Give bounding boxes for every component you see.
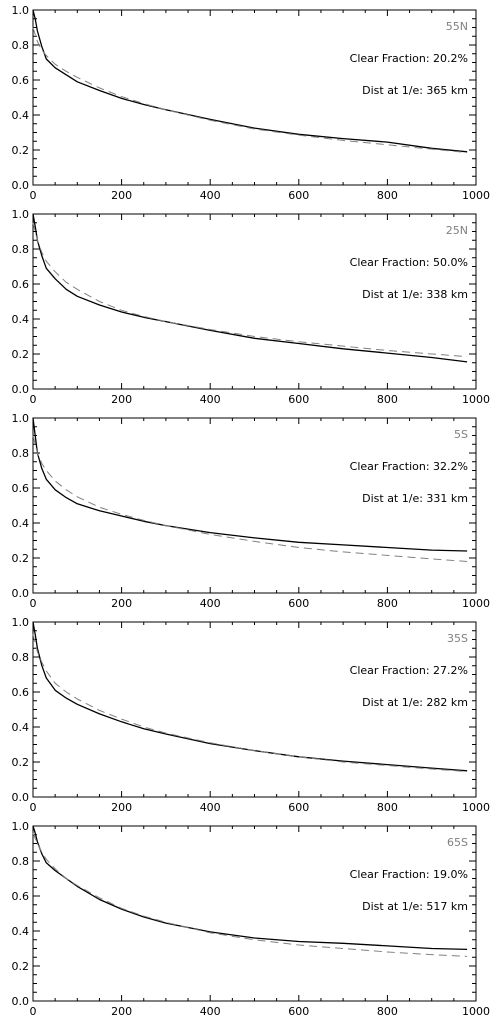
x-tick-label: 600: [288, 1005, 309, 1018]
plot-frame: [32, 9, 477, 186]
x-tick-label: 800: [377, 801, 398, 814]
x-tick-label: 800: [377, 597, 398, 610]
latitude-label: 65S: [447, 836, 468, 849]
y-tick-label: 0.0: [12, 791, 30, 804]
latitude-label: 35S: [447, 632, 468, 645]
latitude-label: 25N: [446, 224, 468, 237]
y-tick-label: 1.0: [12, 820, 30, 833]
y-tick-label: 0.6: [12, 686, 30, 699]
y-tick-label: 1.0: [12, 4, 30, 17]
y-tick-label: 0.6: [12, 74, 30, 87]
solid-data-line: [32, 9, 468, 153]
y-tick-label: 0.8: [12, 447, 30, 460]
y-tick-label: 0.8: [12, 243, 30, 256]
x-tick-label: 400: [200, 189, 221, 202]
clear-fraction-label: Clear Fraction: 20.2%: [350, 52, 468, 65]
y-tick-label: 0.8: [12, 855, 30, 868]
x-tick-label: 600: [288, 597, 309, 610]
y-tick-label: 0.6: [12, 278, 30, 291]
plot-frame: [32, 621, 477, 798]
y-tick-label: 0.2: [12, 144, 30, 157]
chart-panel-5: 0 200 400 600 800 1000 0.0 0.2 0.4 0.6 0.8 1.0 65S Cl…: [12, 820, 491, 1018]
distance-label: Dist at 1/e: 365 km: [362, 84, 468, 97]
dashed-fit-line: [32, 27, 468, 154]
x-tick-label: 0: [30, 393, 37, 406]
y-tick-label: 0.0: [12, 179, 30, 192]
latitude-label: 55N: [446, 20, 468, 33]
distance-label: Dist at 1/e: 331 km: [362, 492, 468, 505]
x-tick-label: 200: [111, 801, 132, 814]
y-tick-label: 0.8: [12, 651, 30, 664]
dashed-fit-line: [32, 435, 468, 562]
x-tick-label: 1000: [462, 597, 490, 610]
x-tick-label: 800: [377, 393, 398, 406]
y-tick-label: 0.6: [12, 482, 30, 495]
y-tick-label: 0.4: [12, 313, 30, 326]
x-tick-label: 400: [200, 597, 221, 610]
y-tick-label: 1.0: [12, 616, 30, 629]
distance-label: Dist at 1/e: 282 km: [362, 696, 468, 709]
y-tick-label: 0.8: [12, 39, 30, 52]
clear-fraction-label: Clear Fraction: 27.2%: [350, 664, 468, 677]
x-tick-label: 800: [377, 189, 398, 202]
x-tick-label: 200: [111, 597, 132, 610]
y-tick-label: 0.6: [12, 890, 30, 903]
y-tick-label: 0.2: [12, 756, 30, 769]
y-tick-label: 0.2: [12, 552, 30, 565]
y-tick-label: 0.4: [12, 721, 30, 734]
dashed-fit-line: [32, 832, 468, 957]
y-tick-label: 0.2: [12, 348, 30, 361]
solid-data-line: [32, 417, 468, 552]
y-tick-label: 0.0: [12, 587, 30, 600]
chart-panel-2: 0 200 400 600 800 1000 0.0 0.2 0.4 0.6 0.8 1.0 25N Cl…: [12, 208, 491, 406]
y-tick-label: 1.0: [12, 208, 30, 221]
x-tick-label: 1000: [462, 189, 490, 202]
clear-fraction-label: Clear Fraction: 50.0%: [350, 256, 468, 269]
solid-data-line: [32, 621, 468, 772]
y-tick-label: 0.0: [12, 383, 30, 396]
chart-panel-4: 0 200 400 600 800 1000 0.0 0.2 0.4 0.6 0.8 1.0 35S Cl…: [12, 616, 491, 814]
x-tick-label: 400: [200, 393, 221, 406]
chart-panel-3: 0 200 400 600 800 1000 0.0 0.2 0.4 0.6 0.8 1.0 5S Cle…: [12, 412, 491, 610]
y-tick-label: 0.0: [12, 995, 30, 1008]
x-tick-label: 0: [30, 597, 37, 610]
x-tick-label: 1000: [462, 801, 490, 814]
distance-label: Dist at 1/e: 338 km: [362, 288, 468, 301]
dashed-fit-line: [32, 634, 468, 773]
y-tick-label: 1.0: [12, 412, 30, 425]
x-tick-label: 1000: [462, 393, 490, 406]
y-tick-label: 0.4: [12, 517, 30, 530]
x-tick-label: 800: [377, 1005, 398, 1018]
y-tick-label: 0.4: [12, 925, 30, 938]
latitude-label: 5S: [454, 428, 468, 441]
x-tick-label: 600: [288, 801, 309, 814]
chart-panel-1: 0 200 400 600 800 1000 0.0 0.2 0.4 0.6 0.8 1.0 55N Cl…: [12, 4, 491, 202]
clear-fraction-label: Clear Fraction: 32.2%: [350, 460, 468, 473]
x-tick-label: 200: [111, 189, 132, 202]
x-tick-label: 400: [200, 801, 221, 814]
x-tick-label: 600: [288, 393, 309, 406]
dashed-fit-line: [32, 222, 468, 358]
x-tick-label: 600: [288, 189, 309, 202]
plot-frame: [32, 825, 477, 1002]
x-tick-label: 200: [111, 1005, 132, 1018]
x-tick-label: 400: [200, 1005, 221, 1018]
solid-data-line: [32, 213, 468, 363]
x-tick-label: 0: [30, 1005, 37, 1018]
y-tick-label: 0.2: [12, 960, 30, 973]
plot-frame: [32, 417, 477, 594]
x-tick-label: 0: [30, 801, 37, 814]
solid-data-line: [32, 825, 468, 951]
x-tick-label: 200: [111, 393, 132, 406]
clear-fraction-label: Clear Fraction: 19.0%: [350, 868, 468, 881]
distance-label: Dist at 1/e: 517 km: [362, 900, 468, 913]
x-tick-label: 0: [30, 189, 37, 202]
y-tick-label: 0.4: [12, 109, 30, 122]
x-tick-label: 1000: [462, 1005, 490, 1018]
